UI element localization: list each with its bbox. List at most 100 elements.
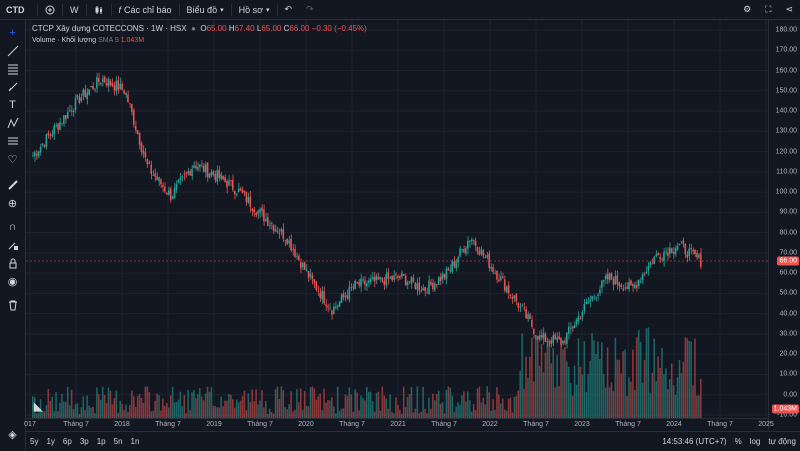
time-axis[interactable]: 017 Tháng 7 2018 Tháng 7 2019 Tháng 7 2020 Thán… [24, 418, 774, 431]
redo-button[interactable]: ↷ [299, 0, 321, 19]
candle-body [53, 125, 55, 135]
text-tool[interactable]: T [3, 96, 22, 114]
range-button-1p[interactable]: 1p [96, 437, 106, 446]
candle-body [645, 271, 648, 273]
add-symbol-button[interactable] [38, 0, 62, 19]
candle-body [426, 292, 428, 294]
pattern-tool[interactable] [3, 114, 22, 132]
candle-body [156, 176, 158, 180]
price-label: 130.00 [775, 127, 797, 135]
volume-bar [700, 378, 702, 418]
delete-tool[interactable] [3, 296, 22, 314]
trendline-tool[interactable] [3, 42, 22, 60]
trash-icon [8, 300, 17, 311]
candle-body [119, 83, 121, 90]
brush-tool[interactable] [3, 78, 22, 96]
high-value: 67.40 [234, 24, 255, 33]
candle-body [57, 124, 59, 130]
volume-bar [37, 412, 40, 418]
volume-bar [204, 393, 207, 418]
percent-toggle[interactable]: % [734, 437, 742, 446]
hide-tool[interactable]: ◉ [3, 272, 22, 290]
range-button-1n[interactable]: 1n [130, 437, 140, 446]
volume-bar [451, 395, 454, 418]
candle-body [461, 249, 463, 251]
candle-body [274, 229, 277, 232]
candle-body [313, 279, 316, 283]
chart-pane[interactable]: ◣ [26, 20, 768, 430]
undo-button[interactable]: ↶ [278, 0, 300, 19]
candles-button[interactable] [87, 0, 111, 19]
profile-button[interactable]: Hồ sơ ▾ [232, 0, 277, 19]
fullscreen-button[interactable]: ⛶ [758, 0, 778, 19]
zoom-tool[interactable]: ⊕ [3, 194, 22, 212]
volume-bar [383, 395, 386, 418]
prediction-tool[interactable] [3, 132, 22, 150]
time-label: Tháng 7 [155, 421, 181, 428]
price-label: 120.00 [775, 148, 797, 156]
settings-button[interactable]: ⚙ [736, 0, 758, 19]
price-label: 50.00 [779, 289, 797, 297]
range-button-5y[interactable]: 5y [30, 437, 39, 446]
candle-body [525, 309, 527, 319]
volume-bar [199, 388, 201, 418]
candle-body [690, 248, 692, 250]
chevron-down-icon: ▾ [220, 6, 224, 14]
volume-bar [626, 395, 628, 418]
range-button-6p[interactable]: 6p [62, 437, 72, 446]
volume-bar [76, 403, 79, 418]
prediction-icon [7, 137, 18, 145]
volume-bar [173, 402, 176, 418]
price-label: 160.00 [775, 67, 797, 75]
candle-body [35, 153, 38, 156]
candle-body [476, 247, 479, 253]
candle-body [527, 314, 529, 319]
candle-body [183, 174, 186, 175]
share-button[interactable]: ⋖ [778, 0, 800, 19]
volume-bar [498, 394, 500, 418]
candle-body [311, 275, 314, 280]
volume-bar [542, 372, 545, 418]
volume-bar [94, 413, 96, 418]
log-toggle[interactable]: log [749, 437, 761, 446]
drawing-toolbar: + T ♡ ⊕ ∩ ◉ ◈ [0, 20, 26, 450]
object-tree-tool[interactable]: ◈ [3, 425, 22, 443]
magnet-tool[interactable]: ∩ [3, 218, 22, 236]
candle-body [391, 276, 393, 281]
volume-bar [280, 386, 283, 418]
volume-bar [480, 402, 483, 418]
lock-draw-tool[interactable] [3, 236, 22, 254]
volume-bar [467, 391, 469, 418]
volume-bar [639, 341, 642, 418]
candle-body [455, 261, 457, 269]
range-button-5n[interactable]: 5n [113, 437, 123, 446]
measure-tool[interactable] [3, 176, 22, 194]
auto-toggle[interactable]: tự động [768, 437, 796, 446]
volume-bar [298, 402, 300, 418]
price-axis[interactable]: 180.00 170.00 160.00 150.00 140.00 130.00 120.… [768, 20, 800, 430]
symbol-button[interactable]: CTD [6, 4, 25, 15]
volume-bar [55, 392, 57, 418]
volume-bar [511, 412, 514, 418]
candle-body [334, 306, 337, 309]
volume-bar [562, 348, 564, 418]
range-button-1y[interactable]: 1y [46, 437, 55, 446]
lock-tool[interactable] [3, 254, 22, 272]
candle-body [519, 305, 521, 308]
chart-type-button[interactable]: Biểu đồ ▾ [180, 0, 231, 19]
volume-bar [696, 395, 698, 418]
price-chart[interactable]: ◣ [26, 20, 768, 418]
candle-body [37, 151, 40, 157]
favorites-tool[interactable]: ♡ [3, 150, 22, 168]
interval-button[interactable]: W [70, 4, 79, 15]
candle-body [315, 281, 318, 291]
chevron-down-icon: ▾ [266, 6, 270, 14]
fib-tool[interactable] [3, 60, 22, 78]
redo-icon: ↷ [306, 4, 314, 14]
candle-body [367, 280, 370, 283]
volume-bar [197, 394, 199, 418]
range-button-3p[interactable]: 3p [79, 437, 89, 446]
crosshair-tool[interactable]: + [3, 24, 22, 42]
indicators-button[interactable]: f Các chỉ báo [112, 0, 179, 19]
volume-bar [684, 337, 687, 418]
